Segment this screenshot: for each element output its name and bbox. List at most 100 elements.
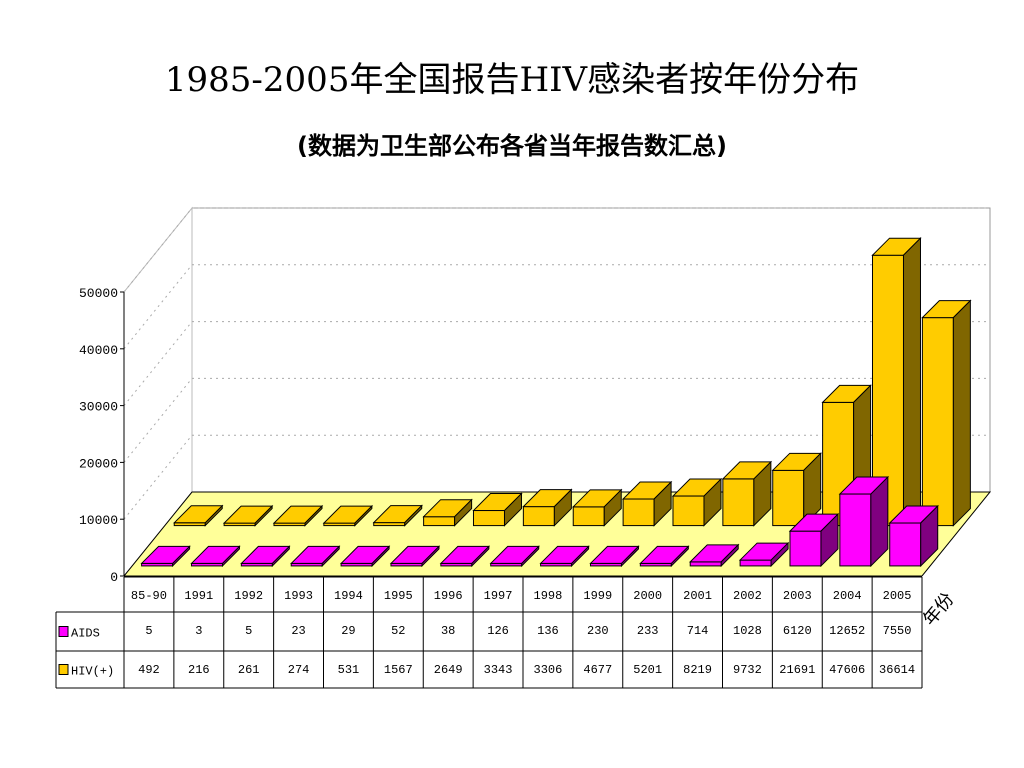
data-label: 5201 xyxy=(633,663,662,677)
data-label: 5 xyxy=(245,624,252,638)
chart-title: 1985-2005年全国报告HIV感染者按年份分布 xyxy=(164,60,860,100)
y-tick-label: 40000 xyxy=(79,343,118,358)
y-axis: 0 10000 20000 30000 40000 50000 xyxy=(79,286,125,585)
data-label: 52 xyxy=(391,624,405,638)
bar-hiv xyxy=(921,299,972,527)
gridline xyxy=(123,434,193,520)
data-label: 8219 xyxy=(683,663,712,677)
x-tick-label: 1998 xyxy=(534,589,563,603)
data-label: 261 xyxy=(238,663,260,677)
bar-aids xyxy=(838,475,890,568)
data-table: 85-90 1991 1992 1993 1994 1995 1996 1997 1998 199… xyxy=(55,576,923,689)
gridline xyxy=(123,264,193,350)
y-tick-label: 10000 xyxy=(79,513,118,528)
bar-hiv xyxy=(372,504,423,527)
data-label: 29 xyxy=(341,624,355,638)
data-label: 136 xyxy=(537,624,559,638)
bar-aids xyxy=(489,545,540,568)
y-tick-label: 30000 xyxy=(79,400,118,415)
bar-aids xyxy=(689,543,740,568)
x-tick-label: 1994 xyxy=(334,589,363,603)
data-label: 492 xyxy=(138,663,160,677)
bar-aids xyxy=(190,545,241,568)
legend-label: AIDS xyxy=(71,627,100,641)
data-label: 230 xyxy=(587,624,609,638)
x-tick-label: 1999 xyxy=(583,589,612,603)
data-label: 23 xyxy=(291,624,305,638)
x-axis-label: 年份 xyxy=(919,589,958,630)
data-label: 36614 xyxy=(879,663,915,677)
bar-hiv xyxy=(222,504,274,527)
bar-hiv xyxy=(472,492,523,527)
bar-aids xyxy=(788,512,840,568)
x-tick-label: 2005 xyxy=(883,589,912,603)
y-tick-label: 50000 xyxy=(79,286,118,301)
bar-hiv xyxy=(522,488,573,527)
x-tick-label: 1997 xyxy=(484,589,513,603)
x-tick-label: 2000 xyxy=(633,589,662,603)
bar-aids xyxy=(140,545,191,568)
legend-swatch xyxy=(58,664,69,675)
data-label: 38 xyxy=(441,624,455,638)
data-label: 233 xyxy=(637,624,659,638)
x-tick-label: 2003 xyxy=(783,589,812,603)
data-label: 216 xyxy=(188,663,210,677)
data-label: 274 xyxy=(288,663,310,677)
gridline xyxy=(123,378,193,463)
x-tick-label: 2001 xyxy=(683,589,712,603)
data-label: 9732 xyxy=(733,663,762,677)
x-tick-label: 1996 xyxy=(434,589,463,603)
x-tick-label: 2002 xyxy=(733,589,762,603)
y-tick-label: 0 xyxy=(110,570,118,585)
chart-subtitle: (数据为卫生部公布各省当年报告数汇总) xyxy=(297,132,727,160)
bar-aids xyxy=(539,545,590,568)
bar-aids xyxy=(439,545,491,568)
bar-hiv xyxy=(671,477,723,527)
bar-aids xyxy=(589,545,640,568)
x-tick-label: 1991 xyxy=(184,589,213,603)
data-label: 1028 xyxy=(733,624,762,638)
x-tick-label: 1993 xyxy=(284,589,313,603)
data-label: 5 xyxy=(145,624,152,638)
data-label: 3306 xyxy=(534,663,563,677)
data-label: 6120 xyxy=(783,624,812,638)
data-label: 4677 xyxy=(583,663,612,677)
bar-aids xyxy=(888,504,939,568)
bar-hiv xyxy=(572,488,623,527)
y-tick-label: 20000 xyxy=(79,456,118,471)
bar-hiv xyxy=(621,480,673,527)
data-label: 2649 xyxy=(434,663,463,677)
bar-aids xyxy=(639,545,690,568)
gridlines xyxy=(123,207,990,520)
data-label: 12652 xyxy=(829,624,865,638)
x-tick-label: 1992 xyxy=(234,589,263,603)
bar-aids xyxy=(240,545,291,568)
x-tick-label: 85-90 xyxy=(131,589,167,603)
bar-hiv xyxy=(173,504,224,527)
bar-aids xyxy=(738,541,790,568)
x-tick-label: 2004 xyxy=(833,589,862,603)
bar-aids xyxy=(389,545,441,568)
bar-hiv xyxy=(422,498,473,527)
bar-hiv xyxy=(322,504,374,527)
data-label: 126 xyxy=(487,624,509,638)
data-label: 7550 xyxy=(883,624,912,638)
data-label: 3 xyxy=(195,624,202,638)
bar-hiv xyxy=(272,504,324,527)
data-label: 531 xyxy=(338,663,360,677)
legend-label: HIV(+) xyxy=(71,665,114,679)
bar-aids xyxy=(290,545,341,568)
x-tick-label: 1995 xyxy=(384,589,413,603)
gridline xyxy=(123,321,193,406)
legend-swatch xyxy=(58,626,69,637)
bar-hiv xyxy=(721,460,773,527)
gridline xyxy=(123,207,193,293)
bar-aids xyxy=(339,545,391,568)
data-label: 3343 xyxy=(484,663,513,677)
data-label: 47606 xyxy=(829,663,865,677)
data-label: 1567 xyxy=(384,663,413,677)
data-label: 714 xyxy=(687,624,709,638)
bars xyxy=(140,236,972,568)
data-label: 21691 xyxy=(779,663,815,677)
